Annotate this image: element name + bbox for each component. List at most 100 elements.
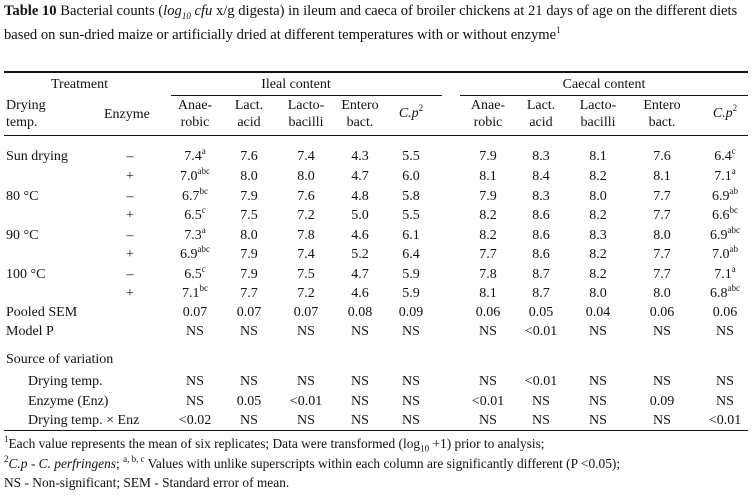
column-header-line2: acid	[237, 115, 261, 130]
table-cell: 4.7	[351, 169, 369, 184]
enzyme-marker: +	[126, 208, 134, 223]
table-cell: 0.07	[293, 305, 319, 320]
column-header-line1: Lact.	[234, 98, 264, 113]
table-cell: 8.4	[532, 169, 550, 184]
source-cell: NS	[351, 413, 369, 428]
table-cell: 0.08	[347, 305, 373, 320]
column-header-line2: bacilli	[288, 115, 324, 130]
table-cell: 6.9abc	[180, 244, 210, 263]
table-cell: 6.9ab	[712, 186, 738, 205]
source-cell: NS	[402, 413, 420, 428]
table-cell: 8.0	[589, 286, 607, 301]
source-cell: 0.05	[236, 394, 262, 409]
table-cell: 8.0	[653, 228, 671, 243]
source-cell: NS	[351, 374, 369, 389]
table-cell: 7.7	[653, 208, 671, 223]
table-label: Table 10	[4, 3, 57, 19]
table-cell: 8.2	[589, 208, 607, 223]
row-label: 90 °C	[6, 228, 39, 243]
table-cell: 4.7	[351, 267, 369, 282]
source-cell: NS	[716, 394, 734, 409]
source-cell: NS	[402, 394, 420, 409]
table-cell: 7.6	[240, 149, 258, 164]
table-cell: 7.5	[297, 267, 315, 282]
table-cell: 8.2	[479, 228, 497, 243]
source-cell: NS	[351, 394, 369, 409]
table-cell: 7.9	[240, 247, 258, 262]
source-cell: NS	[589, 413, 607, 428]
table-cell: 0.07	[236, 305, 262, 320]
source-cell: NS	[653, 374, 671, 389]
header-caecal: Caecal content	[562, 77, 646, 92]
table-cell: 5.2	[351, 247, 369, 262]
table-cell: 0.07	[182, 305, 208, 320]
column-header-line2: bact.	[648, 115, 676, 130]
header-ileal: Ileal content	[261, 77, 331, 92]
table-cell: NS	[402, 324, 420, 339]
row-label: Sun drying	[6, 149, 68, 164]
source-cell: NS	[297, 374, 315, 389]
source-label: Drying temp.	[28, 374, 103, 389]
source-cell: NS	[532, 394, 550, 409]
table-cell: 6.1	[402, 228, 420, 243]
table-cell: 4.8	[351, 189, 369, 204]
table-cell: 8.0	[240, 228, 258, 243]
table-cell: 5.9	[402, 267, 420, 282]
table-cell: 8.7	[532, 286, 550, 301]
table-cell: 5.9	[402, 286, 420, 301]
table-cell: NS	[589, 324, 607, 339]
table-cell: 8.0	[589, 189, 607, 204]
column-header-line2: bact.	[346, 115, 374, 130]
table-cell: 5.8	[402, 189, 420, 204]
table-cell: 7.0abc	[180, 166, 210, 185]
column-header-line1: Lacto-	[579, 98, 617, 113]
column-header-line1: Lacto-	[287, 98, 325, 113]
source-cell: NS	[402, 374, 420, 389]
table-cell: 0.06	[475, 305, 501, 320]
enzyme-marker: +	[126, 286, 134, 301]
table-cell: 6.7bc	[182, 186, 208, 205]
table-cell: 7.4	[297, 247, 315, 262]
column-header-line2: robic	[180, 115, 210, 130]
table-cell: 0.09	[398, 305, 424, 320]
table-cell: 7.2	[297, 208, 315, 223]
column-header-line1: Entero	[643, 98, 681, 113]
column-header: C.p2	[398, 103, 424, 122]
row-label: 100 °C	[6, 267, 46, 282]
enzyme-marker: +	[126, 169, 134, 184]
table-cell: NS	[297, 324, 315, 339]
enzyme-marker: –	[126, 149, 134, 164]
table-cell: 8.1	[653, 169, 671, 184]
bottom-rule	[4, 430, 748, 431]
table-cell: 8.2	[589, 247, 607, 262]
footnote-3: NS - Non-significant; SEM - Standard err…	[4, 475, 290, 490]
column-header-line2: robic	[473, 115, 503, 130]
header-drying-2: temp.	[6, 115, 38, 130]
table-cell: 8.2	[479, 208, 497, 223]
enzyme-marker: –	[126, 267, 134, 282]
header-rule	[4, 135, 748, 136]
enzyme-marker: –	[126, 228, 134, 243]
source-cell: NS	[240, 413, 258, 428]
table-cell: 7.6	[297, 189, 315, 204]
source-cell: NS	[589, 374, 607, 389]
header-treatment: Treatment	[51, 77, 109, 92]
table-cell: 8.3	[589, 228, 607, 243]
footnote-2: 2C.p - C. perfringens; a, b, c Values wi…	[4, 454, 621, 472]
table-cell: 7.2	[297, 286, 315, 301]
source-cell: NS	[653, 413, 671, 428]
table-cell: 7.3a	[184, 225, 206, 244]
table-cell: 8.3	[532, 149, 550, 164]
column-header: C.p2	[712, 103, 738, 122]
table-cell: 7.6	[653, 149, 671, 164]
caecal-underline	[460, 95, 748, 96]
enzyme-marker: +	[126, 247, 134, 262]
table-cell: 8.0	[240, 169, 258, 184]
table-cell: 7.8	[479, 267, 497, 282]
table-cell: 7.7	[653, 189, 671, 204]
source-label: Enzyme (Enz)	[28, 394, 109, 409]
table-cell: NS	[240, 324, 258, 339]
table-cell: <0.01	[524, 324, 558, 339]
top-rule	[4, 71, 748, 73]
